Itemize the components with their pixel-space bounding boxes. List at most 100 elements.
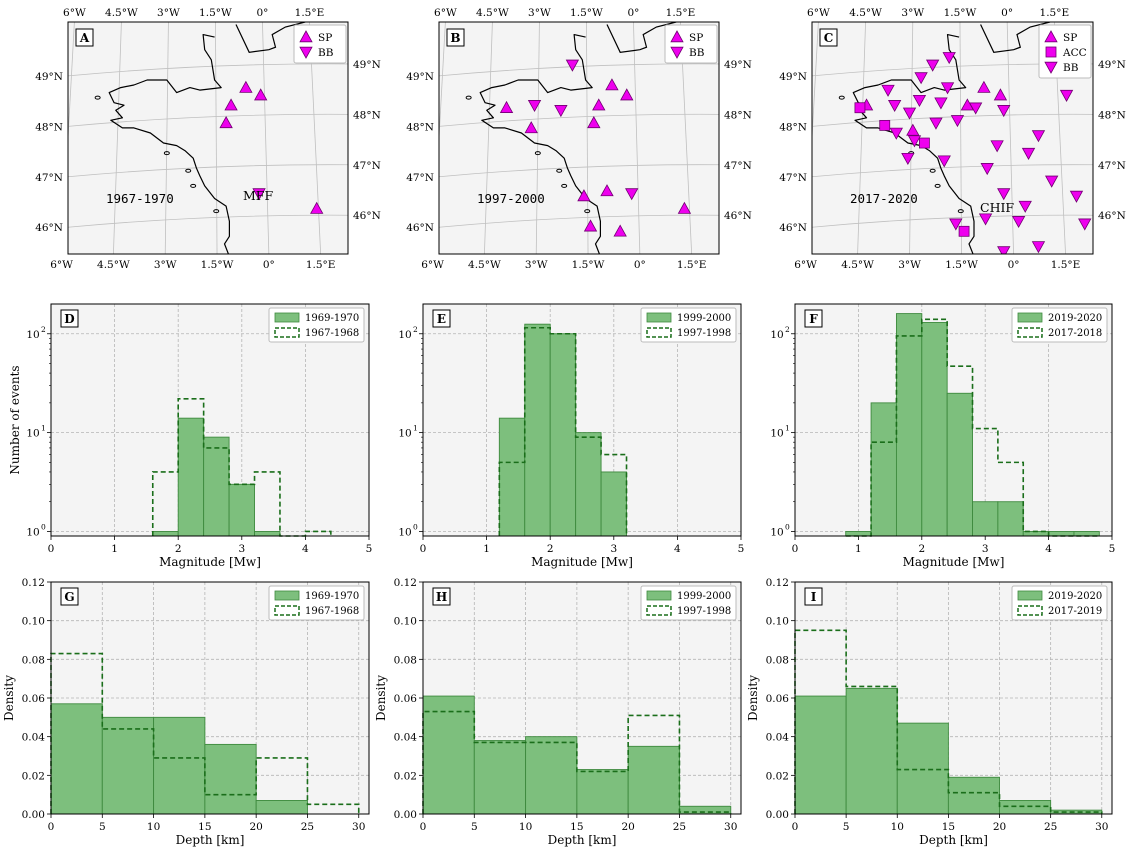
hist-xtick-label: 0 <box>792 821 799 833</box>
station-marker-bb <box>949 218 963 231</box>
station-marker-bb <box>914 72 928 85</box>
hist-bar-1969-1970 <box>152 531 179 537</box>
hist-ytick-exponent: 2 <box>413 325 418 334</box>
hist-ytick-label: 0.00 <box>766 809 789 821</box>
station-marker-bb <box>1059 89 1074 102</box>
hist-bar-1999-2000 <box>473 740 527 815</box>
station-marker-bb <box>1078 218 1092 231</box>
map-content <box>439 22 719 254</box>
hist-bar-1999-2000 <box>576 769 629 815</box>
map-content <box>812 22 1093 254</box>
map-parallel-line <box>68 113 348 127</box>
station-marker-bb <box>1011 216 1026 229</box>
station-marker-bb <box>990 140 1004 153</box>
legend-label: ACC <box>1062 47 1087 59</box>
hist-ytick-exponent: 2 <box>41 325 46 334</box>
hist-frame <box>794 303 1113 537</box>
hist-bar-1999-2000 <box>627 745 680 815</box>
hist-ytick-label: 0.00 <box>22 809 45 821</box>
hist-xlabel: Magnitude [Mw] <box>903 555 1005 569</box>
map-right-lat-label: 48°N <box>724 109 752 121</box>
map-meridian-line <box>113 22 122 254</box>
legend-swatch-filled <box>646 312 672 323</box>
normandy-coastline <box>980 22 1051 53</box>
station-marker-sp <box>583 219 598 232</box>
map-right-lat-label: 49°N <box>724 59 752 71</box>
hist-xtick-label: 4 <box>302 543 309 555</box>
panel-letter: G <box>64 590 74 604</box>
map-bottom-lon-label: 1.5°W <box>201 259 234 271</box>
map-frame <box>811 21 1094 255</box>
map-bottom-lon-label: 6°W <box>794 259 817 271</box>
legend-swatch-filled <box>646 590 672 601</box>
hist-ytick-exponent: 1 <box>413 424 418 433</box>
station-marker-bb <box>929 117 943 130</box>
legend-marker-bb <box>1044 61 1058 74</box>
map-parallel-line <box>812 214 1093 228</box>
hist-xtick-label: 3 <box>610 543 617 555</box>
hist-ytick-label: 10 <box>770 526 783 538</box>
hist-bar-1999-2000 <box>525 736 578 815</box>
map-left-lat-label: 46°N <box>779 222 807 234</box>
island-outline <box>929 168 936 173</box>
station-marker-acc <box>879 119 891 131</box>
station-marker-bb <box>997 105 1011 118</box>
station-marker-bb <box>527 100 542 113</box>
map-bottom-lon-label: 1.5°E <box>1051 259 1081 271</box>
panel-letter: C <box>824 31 834 45</box>
station-marker-sp <box>906 123 920 136</box>
legend-swatch-filled <box>1017 590 1043 601</box>
map-meridian-line <box>586 22 589 254</box>
map-bottom-lon-label: 3°W <box>898 259 921 271</box>
hist-xtick-label: 15 <box>570 821 583 833</box>
hist-bar-2019-2020 <box>997 501 1024 537</box>
hist-bar-1999-2000 <box>524 323 551 537</box>
map-top-lon-label: 1.5°W <box>199 7 232 19</box>
legend-label-filled: 2019-2020 <box>1048 313 1102 324</box>
station-marker-sp <box>620 88 634 101</box>
legend-label-filled: 1969-1970 <box>305 313 359 324</box>
hist-xlabel: Depth [km] <box>919 833 988 847</box>
hist-frame <box>422 303 742 537</box>
station-marker-bb <box>887 100 902 113</box>
island-outline <box>163 151 170 156</box>
hist-bar-2019-2020 <box>999 800 1052 815</box>
map-frame <box>438 21 720 255</box>
legend-label: BB <box>1063 62 1079 74</box>
panel-letter: A <box>79 31 90 45</box>
panel-letter: F <box>809 312 818 326</box>
map-parallel-line <box>439 164 719 178</box>
hist-xlabel: Magnitude [Mw] <box>531 555 633 569</box>
station-marker-bb <box>881 84 895 97</box>
map-left-lat-label: 46°N <box>35 222 63 234</box>
station-marker-bb <box>997 188 1011 201</box>
station-marker-sp <box>605 78 619 91</box>
station-marker-bb <box>1021 147 1036 160</box>
map-right-lat-label: 48°N <box>353 109 381 121</box>
station-marker-bb <box>942 52 956 65</box>
legend-marker-sp <box>670 30 684 43</box>
legend-label-filled: 2019-2020 <box>1048 591 1102 602</box>
island-outline <box>185 168 192 173</box>
panel-letter: H <box>436 590 447 604</box>
map-bottom-lon-label: 1.5°E <box>306 259 336 271</box>
hist-frame <box>50 581 370 815</box>
map-right-lat-label: 47°N <box>1098 160 1126 172</box>
hist-bar-2019-2020 <box>794 695 847 815</box>
hist-ytick-label: 0.10 <box>22 616 45 628</box>
hist-xtick-label: 5 <box>843 821 850 833</box>
map-top-lon-label: 1.5°E <box>666 7 696 19</box>
station-marker-bb <box>1044 175 1059 188</box>
map-top-lon-label: 6°W <box>63 7 86 19</box>
legend-marker-bb <box>670 46 684 59</box>
map-bottom-lon-label: 0° <box>263 259 275 271</box>
hist-xtick-label: 0 <box>420 543 427 555</box>
map-top-lon-label: 4.5°W <box>476 7 509 19</box>
map-top-lon-label: 4.5°W <box>849 7 882 19</box>
panel-letter: I <box>811 590 817 604</box>
hist-xtick-label: 5 <box>471 821 478 833</box>
hist-panel-h: 0 5 10 15 20 25 30 0.00 0.02 0.04 0.06 0.08 0.10 0.12… <box>374 577 742 847</box>
hist-ytick-label: 0.08 <box>766 654 789 666</box>
island-outline <box>213 209 220 214</box>
